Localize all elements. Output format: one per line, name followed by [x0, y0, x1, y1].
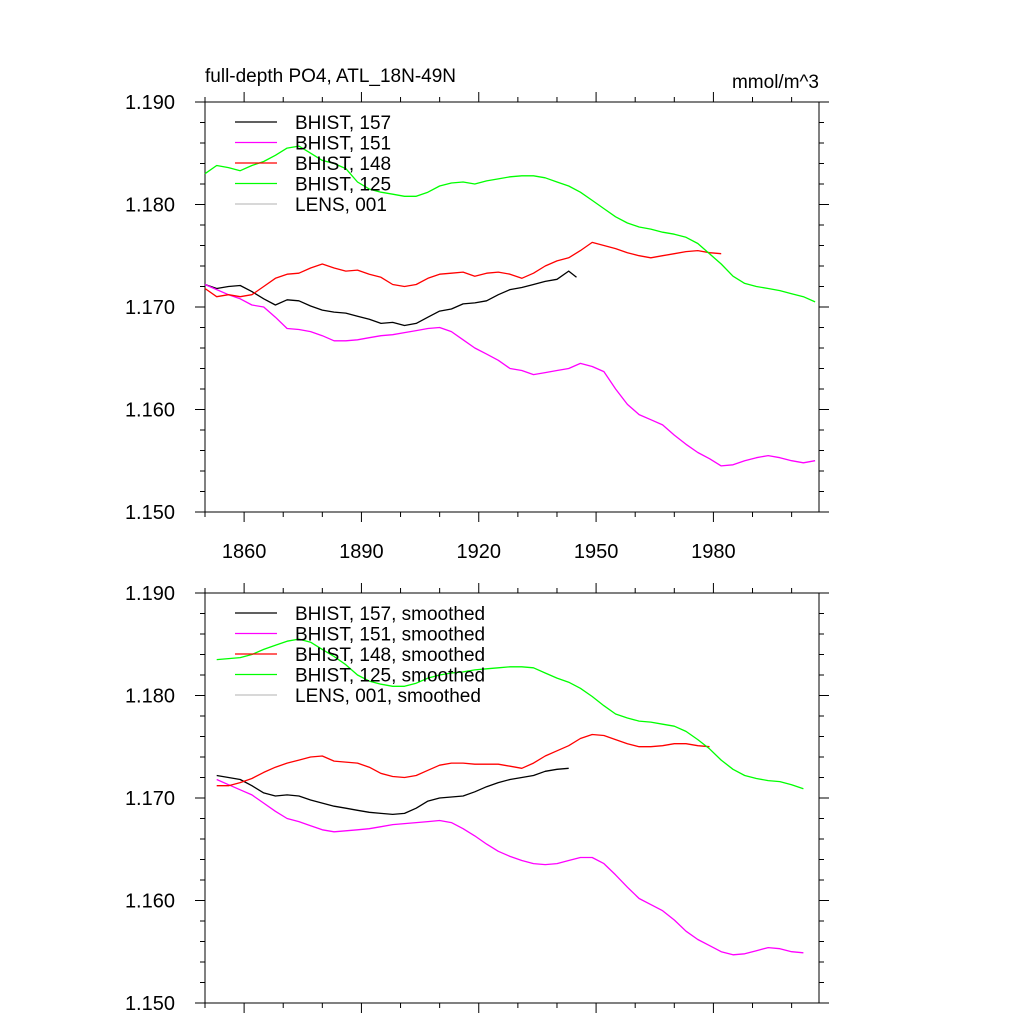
y-tick-label: 1.160: [125, 891, 175, 913]
y-tick-label: 1.190: [125, 583, 175, 605]
y-tick-label: 1.150: [125, 993, 175, 1015]
legend-label: BHIST, 125, smoothed: [295, 666, 485, 687]
y-tick-label: 1.180: [125, 195, 175, 217]
y-tick-label: 1.150: [125, 502, 175, 524]
series-line-3: [216, 638, 804, 790]
y-tick-label: 1.170: [125, 297, 175, 319]
legend-label: BHIST, 157, smoothed: [295, 604, 485, 625]
legend-label: BHIST, 151, smoothed: [295, 625, 485, 646]
x-tick-label: 1950: [574, 541, 619, 563]
series-line-1: [204, 283, 816, 467]
top-panel: full-depth PO4, ATL_18N-49N mmol/m^3 1.1…: [125, 66, 829, 563]
bottom-panel: 1.150 1.160 1.170 1.180 1.190 BHIST, 157, smo…: [125, 583, 829, 1015]
series-line-3: [204, 145, 816, 303]
x-tick-label: 1980: [691, 541, 736, 563]
x-tick-label: 1860: [222, 541, 267, 563]
legend-label: BHIST, 148, smoothed: [295, 645, 485, 666]
series-line-0: [216, 767, 569, 816]
series-line-2: [216, 733, 710, 787]
x-tick-label: 1890: [339, 541, 384, 563]
legend-label: BHIST, 125: [295, 175, 391, 196]
series-line-1: [216, 778, 804, 956]
legend-label: BHIST, 148: [295, 154, 391, 175]
units-label: mmol/m^3: [732, 72, 819, 93]
series-line-0: [204, 270, 577, 327]
legend-label: LENS, 001, smoothed: [295, 686, 481, 707]
y-tick-label: 1.160: [125, 400, 175, 422]
y-tick-label: 1.180: [125, 686, 175, 708]
x-tick-label: 1920: [457, 541, 502, 563]
series-line-2: [204, 241, 722, 298]
y-tick-label: 1.190: [125, 92, 175, 114]
legend-label: BHIST, 157: [295, 113, 391, 134]
legend-label: BHIST, 151: [295, 134, 391, 155]
legend-label: LENS, 001: [295, 195, 387, 216]
chart-title: full-depth PO4, ATL_18N-49N: [205, 66, 456, 87]
y-tick-label: 1.170: [125, 788, 175, 810]
